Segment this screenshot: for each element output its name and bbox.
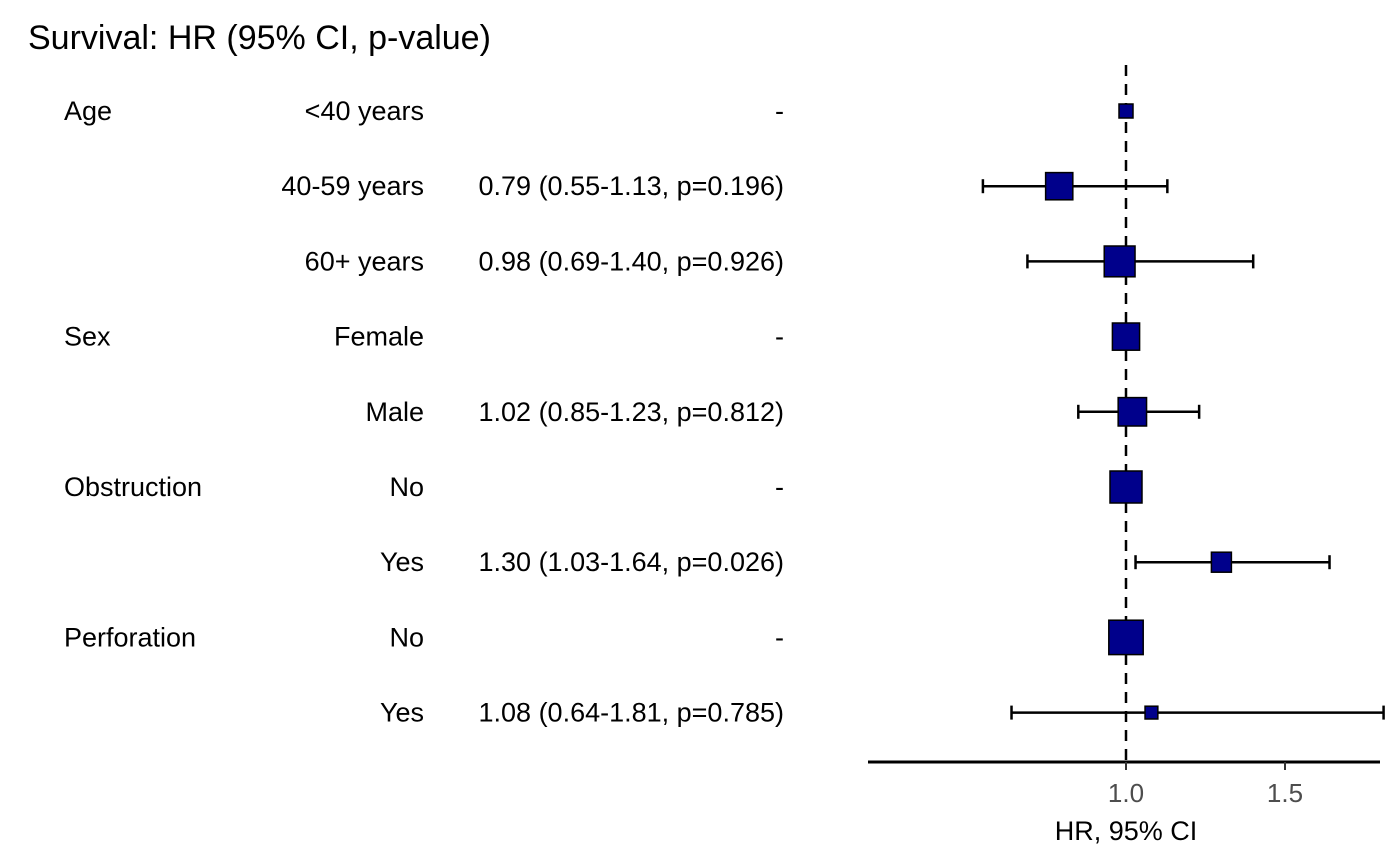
- hr-label: -: [775, 96, 784, 126]
- hr-point: [1044, 171, 1074, 201]
- hr-label: 0.79 (0.55-1.13, p=0.196): [479, 171, 784, 201]
- hr-point: [1144, 705, 1159, 720]
- hr-point: [1111, 322, 1141, 351]
- hr-label: -: [775, 322, 784, 352]
- hr-point: [1108, 619, 1144, 656]
- variable-label: Perforation: [64, 622, 196, 652]
- x-tick-label: 1.0: [1108, 778, 1144, 808]
- hr-label: 1.08 (0.64-1.81, p=0.785): [479, 698, 784, 728]
- x-tick-label: 1.5: [1267, 778, 1303, 808]
- variable-label: Obstruction: [64, 472, 202, 502]
- level-label: No: [389, 622, 424, 652]
- chart-title: Survival: HR (95% CI, p-value): [28, 19, 491, 57]
- variable-label: Age: [64, 96, 112, 126]
- level-label: 40-59 years: [281, 171, 424, 201]
- hr-label: 0.98 (0.69-1.40, p=0.926): [479, 246, 784, 276]
- x-axis-label: HR, 95% CI: [1055, 816, 1198, 846]
- hr-point: [1118, 103, 1134, 119]
- table-layer: Age <40 years - 40-59 years 0.79 (0.55-1.13,…: [64, 96, 784, 728]
- level-label: Male: [365, 397, 424, 427]
- hr-point: [1210, 551, 1233, 573]
- level-label: Yes: [380, 698, 424, 728]
- hr-label: 1.30 (1.03-1.64, p=0.026): [479, 547, 784, 577]
- hr-point: [1109, 470, 1143, 504]
- hr-label: -: [775, 622, 784, 652]
- level-label: Yes: [380, 547, 424, 577]
- level-label: 60+ years: [305, 246, 424, 276]
- level-label: Female: [334, 322, 424, 352]
- hr-label: -: [775, 472, 784, 502]
- level-label: <40 years: [305, 96, 424, 126]
- level-label: No: [389, 472, 424, 502]
- hr-point: [1117, 396, 1148, 427]
- plot-layer: 1.0 1.5: [868, 65, 1385, 808]
- hr-point: [1103, 245, 1136, 278]
- variable-label: Sex: [64, 322, 111, 352]
- hr-label: 1.02 (0.85-1.23, p=0.812): [479, 397, 784, 427]
